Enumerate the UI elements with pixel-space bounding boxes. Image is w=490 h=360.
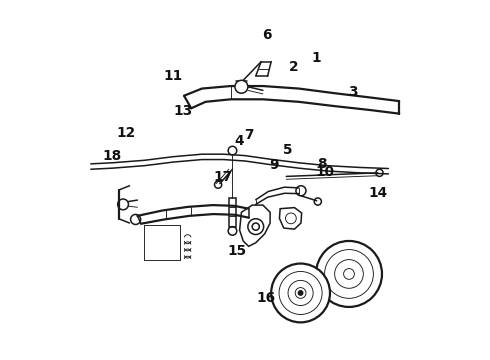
- Text: 10: 10: [315, 165, 334, 179]
- Circle shape: [235, 80, 248, 93]
- Text: 17: 17: [213, 170, 232, 184]
- Circle shape: [248, 219, 264, 234]
- Text: 6: 6: [262, 28, 271, 42]
- Circle shape: [298, 291, 303, 295]
- Text: 8: 8: [318, 157, 327, 171]
- Text: 3: 3: [348, 85, 357, 99]
- Text: 2: 2: [289, 60, 298, 74]
- Text: 1: 1: [312, 51, 321, 65]
- Text: 7: 7: [245, 128, 254, 142]
- Circle shape: [271, 264, 330, 322]
- Text: 11: 11: [164, 69, 183, 83]
- Circle shape: [316, 241, 382, 307]
- Text: 15: 15: [227, 244, 246, 258]
- Text: 12: 12: [117, 126, 136, 140]
- Text: 9: 9: [270, 158, 279, 172]
- Text: 4: 4: [235, 134, 245, 148]
- Circle shape: [335, 260, 364, 288]
- Text: 16: 16: [256, 291, 275, 305]
- Text: 13: 13: [173, 104, 193, 118]
- Circle shape: [288, 280, 313, 306]
- Text: 18: 18: [103, 149, 122, 163]
- Text: 5: 5: [283, 143, 293, 157]
- Text: 14: 14: [369, 185, 388, 199]
